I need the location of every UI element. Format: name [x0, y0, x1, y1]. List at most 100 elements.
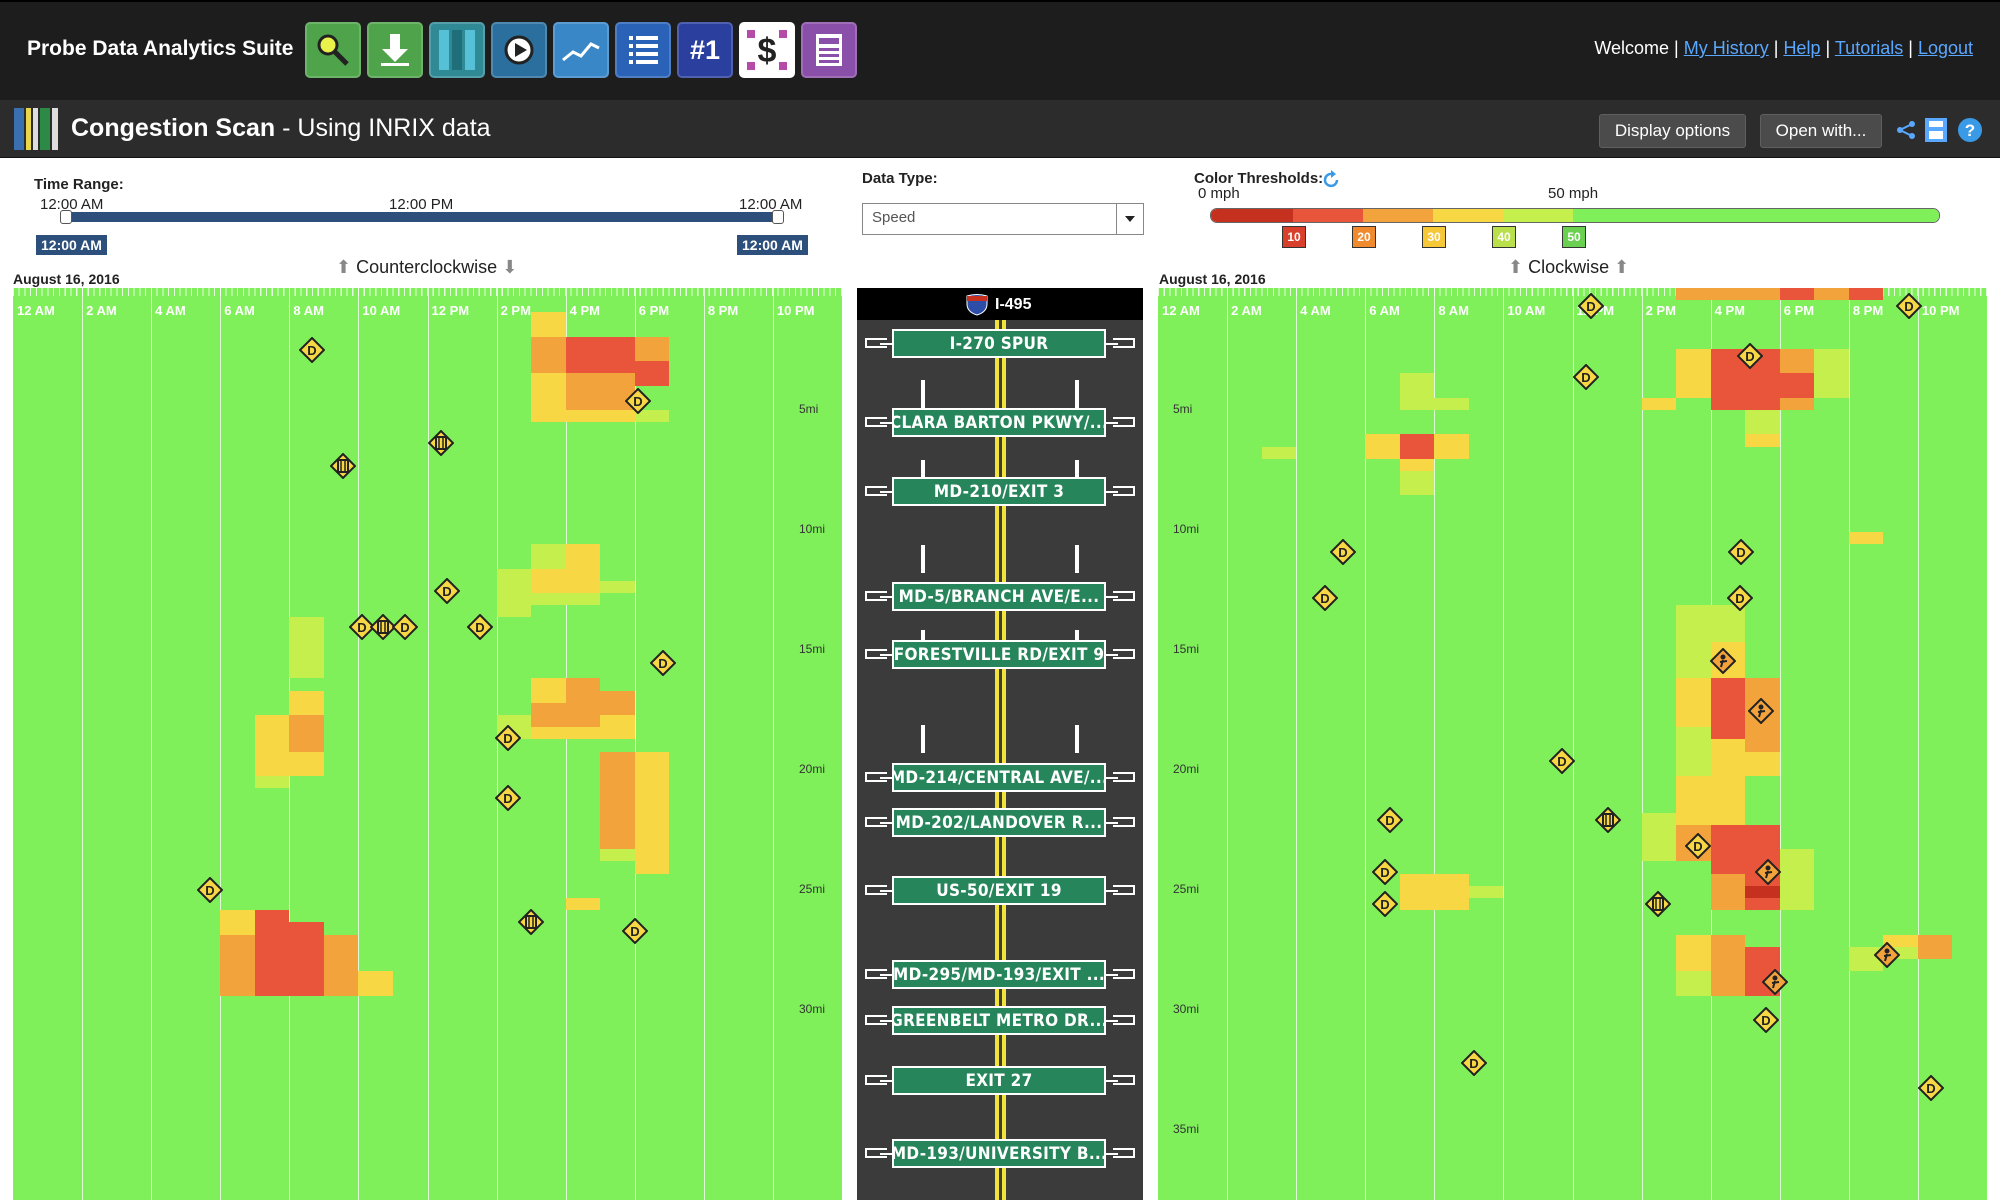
delay-incident-icon[interactable]: D — [1917, 1074, 1945, 1102]
congestion-cell[interactable] — [531, 678, 566, 703]
congestion-cell[interactable] — [254, 776, 290, 789]
exit-sign[interactable]: MD-295/MD-193/EXIT ... — [892, 960, 1106, 989]
reset-icon[interactable] — [1322, 170, 1342, 195]
congestion-cell[interactable] — [1399, 458, 1435, 471]
congestion-cell[interactable] — [1745, 434, 1780, 447]
exit-sign[interactable]: CLARA BARTON PKWY/... — [892, 408, 1106, 437]
delay-incident-icon[interactable]: D — [391, 613, 419, 641]
congestion-cell[interactable] — [1710, 824, 1746, 874]
threshold-marker-20[interactable]: 20 — [1352, 226, 1376, 248]
congestion-cell[interactable] — [358, 971, 393, 996]
congestion-cell[interactable] — [1261, 446, 1297, 459]
delay-incident-icon[interactable]: D — [1376, 806, 1404, 834]
congestion-cell[interactable] — [289, 727, 324, 752]
congestion-cell[interactable] — [531, 727, 566, 740]
work-zone-icon[interactable] — [369, 613, 397, 641]
exit-sign[interactable]: MD-202/LANDOVER R... — [892, 808, 1106, 837]
delay-incident-icon[interactable]: D — [1371, 890, 1399, 918]
congestion-scan-icon[interactable] — [429, 22, 485, 78]
congestion-cell[interactable] — [531, 702, 566, 728]
congestion-cell[interactable] — [254, 715, 290, 752]
event-icon[interactable] — [1873, 941, 1901, 969]
congestion-cell[interactable] — [531, 568, 566, 593]
map-play-icon[interactable] — [491, 22, 547, 78]
event-icon[interactable] — [1754, 858, 1782, 886]
share-icon[interactable] — [1896, 120, 1916, 145]
delay-incident-icon[interactable]: D — [1752, 1006, 1780, 1034]
congestion-cell[interactable] — [565, 727, 635, 740]
congestion-cell[interactable] — [531, 336, 566, 374]
delay-incident-icon[interactable]: D — [1684, 832, 1712, 860]
congestion-cell[interactable] — [254, 910, 290, 935]
congestion-cell[interactable] — [1434, 397, 1469, 410]
congestion-cell[interactable] — [1676, 349, 1711, 398]
congestion-cell[interactable] — [1710, 739, 1746, 776]
delay-incident-icon[interactable]: D — [466, 613, 494, 641]
delay-incident-icon[interactable]: D — [196, 876, 224, 904]
work-zone-icon[interactable] — [329, 452, 357, 480]
exit-sign[interactable]: FORESTVILLE RD/EXIT 9 — [892, 640, 1106, 669]
congestion-cell[interactable] — [1641, 812, 1677, 862]
congestion-cell[interactable] — [531, 397, 566, 423]
delay-incident-icon[interactable]: D — [1460, 1049, 1488, 1077]
congestion-cell[interactable] — [600, 715, 635, 728]
event-icon[interactable] — [1761, 968, 1789, 996]
congestion-cell[interactable] — [1676, 934, 1711, 972]
work-zone-icon[interactable] — [1594, 806, 1622, 834]
threshold-marker-10[interactable]: 10 — [1282, 226, 1306, 248]
list-icon[interactable] — [615, 22, 671, 78]
congestion-cell[interactable] — [1399, 471, 1435, 496]
congestion-cell[interactable] — [1468, 885, 1504, 898]
congestion-cell[interactable] — [254, 934, 290, 996]
data-type-select[interactable] — [862, 203, 1144, 235]
congestion-cell[interactable] — [1848, 288, 1884, 301]
delay-incident-icon[interactable]: D — [1572, 363, 1600, 391]
congestion-cell[interactable] — [1676, 288, 1711, 301]
congestion-cell[interactable] — [531, 593, 601, 606]
delay-incident-icon[interactable]: D — [1726, 584, 1754, 612]
logout-link[interactable]: Logout — [1917, 38, 1973, 58]
exit-sign[interactable]: GREENBELT METRO DR... — [892, 1006, 1106, 1035]
delay-incident-icon[interactable]: D — [1548, 747, 1576, 775]
exit-sign[interactable]: MD-210/EXIT 3 — [892, 477, 1106, 506]
congestion-cell[interactable] — [565, 544, 601, 581]
congestion-cell[interactable] — [634, 751, 670, 850]
delay-incident-icon[interactable]: D — [1736, 342, 1764, 370]
left-direction[interactable]: ⬆︎ Counterclockwise ⬇︎ — [336, 257, 518, 277]
work-zone-icon[interactable] — [517, 908, 545, 936]
delay-incident-icon[interactable]: D — [433, 577, 461, 605]
time-range-start-handle[interactable] — [60, 210, 72, 224]
work-zone-icon[interactable] — [427, 429, 455, 457]
work-zone-icon[interactable] — [1644, 890, 1672, 918]
congestion-cell[interactable] — [1745, 885, 1780, 898]
delay-incident-icon[interactable]: D — [494, 784, 522, 812]
congestion-cell[interactable] — [1848, 532, 1884, 545]
event-icon[interactable] — [1709, 647, 1737, 675]
congestion-cell[interactable] — [496, 568, 532, 618]
congestion-cell[interactable] — [1779, 397, 1815, 410]
my-history-link[interactable]: My History — [1683, 38, 1769, 58]
exit-sign[interactable]: MD-5/BRANCH AVE/E... — [892, 582, 1106, 611]
congestion-cell[interactable] — [634, 336, 670, 362]
congestion-cell[interactable] — [1779, 288, 1815, 301]
save-icon[interactable] — [1924, 117, 1948, 148]
congestion-cell[interactable] — [323, 934, 359, 996]
congestion-cell[interactable] — [1676, 605, 1711, 679]
exit-sign[interactable]: MD-214/CENTRAL AVE/... — [892, 763, 1106, 792]
congestion-cell[interactable] — [1745, 410, 1780, 435]
congestion-cell[interactable] — [565, 410, 601, 423]
congestion-cell[interactable] — [289, 751, 324, 776]
threshold-marker-40[interactable]: 40 — [1492, 226, 1516, 248]
congestion-cell[interactable] — [289, 690, 324, 715]
congestion-cell[interactable] — [1710, 678, 1746, 740]
congestion-cell[interactable] — [220, 910, 255, 935]
color-threshold-bar[interactable] — [1210, 208, 1940, 223]
congestion-cell[interactable] — [289, 922, 324, 996]
magnifier-icon[interactable] — [305, 22, 361, 78]
delay-incident-icon[interactable]: D — [624, 387, 652, 415]
delay-incident-icon[interactable]: D — [1895, 292, 1923, 320]
congestion-cell[interactable] — [1745, 751, 1780, 776]
dollar-icon[interactable]: $ — [739, 22, 795, 78]
display-options-button[interactable]: Display options — [1599, 114, 1746, 148]
